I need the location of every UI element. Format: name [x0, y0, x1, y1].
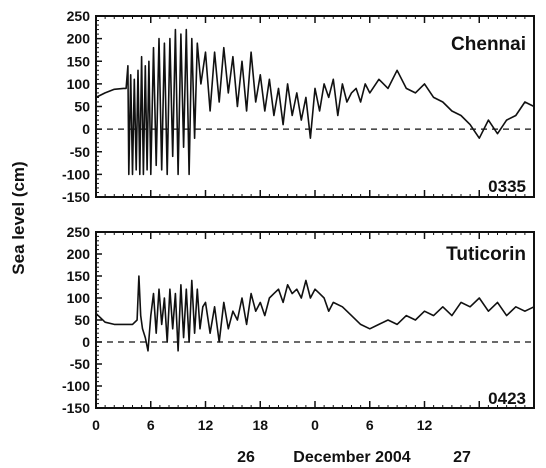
x-tick-label: 6: [147, 417, 155, 433]
y-tick-label: 100: [67, 76, 91, 92]
y-tick-label: 250: [67, 8, 91, 24]
y-tick-label: 150: [67, 268, 91, 284]
y-tick-label: -100: [62, 378, 90, 394]
y-tick-label: 50: [74, 312, 90, 328]
sea-level-series-line: [95, 275, 535, 352]
y-tick-label: 250: [67, 224, 91, 240]
y-tick-label: 200: [67, 31, 91, 47]
y-tick-label: 50: [74, 99, 90, 115]
y-tick-label: 150: [67, 53, 91, 69]
y-tick-label: 100: [67, 290, 91, 306]
chennai-code: 0335: [488, 177, 526, 196]
chennai-panel: 250 200 150 100 50 0 -50 -100 -150: [62, 8, 535, 205]
x-tick-label: 18: [252, 417, 268, 433]
y-tick-label: 0: [82, 121, 90, 137]
y-tick-label: 0: [82, 334, 90, 350]
tuticorin-label: Tuticorin: [446, 244, 526, 265]
date-label-26: 26: [237, 449, 255, 466]
x-tick-label: 6: [366, 417, 374, 433]
y-axis-title: Sea level (cm): [9, 161, 28, 274]
chennai-label: Chennai: [451, 34, 526, 55]
date-label-27: 27: [453, 449, 471, 466]
x-tick-label: 12: [417, 417, 433, 433]
y-tick-label: 200: [67, 246, 91, 262]
y-tick-label: -150: [62, 189, 90, 205]
y-tick-label: -50: [70, 144, 90, 160]
date-label-month: December 2004: [293, 449, 411, 466]
y-tick-label: -50: [70, 356, 90, 372]
x-tick-label: 0: [311, 417, 319, 433]
x-tick-label: 12: [198, 417, 214, 433]
y-tick-label: -100: [62, 166, 90, 182]
tuticorin-code: 0423: [488, 389, 526, 408]
x-tick-label: 0: [92, 417, 100, 433]
sea-level-series-line: [95, 28, 535, 176]
y-tick-label: -150: [62, 400, 90, 416]
